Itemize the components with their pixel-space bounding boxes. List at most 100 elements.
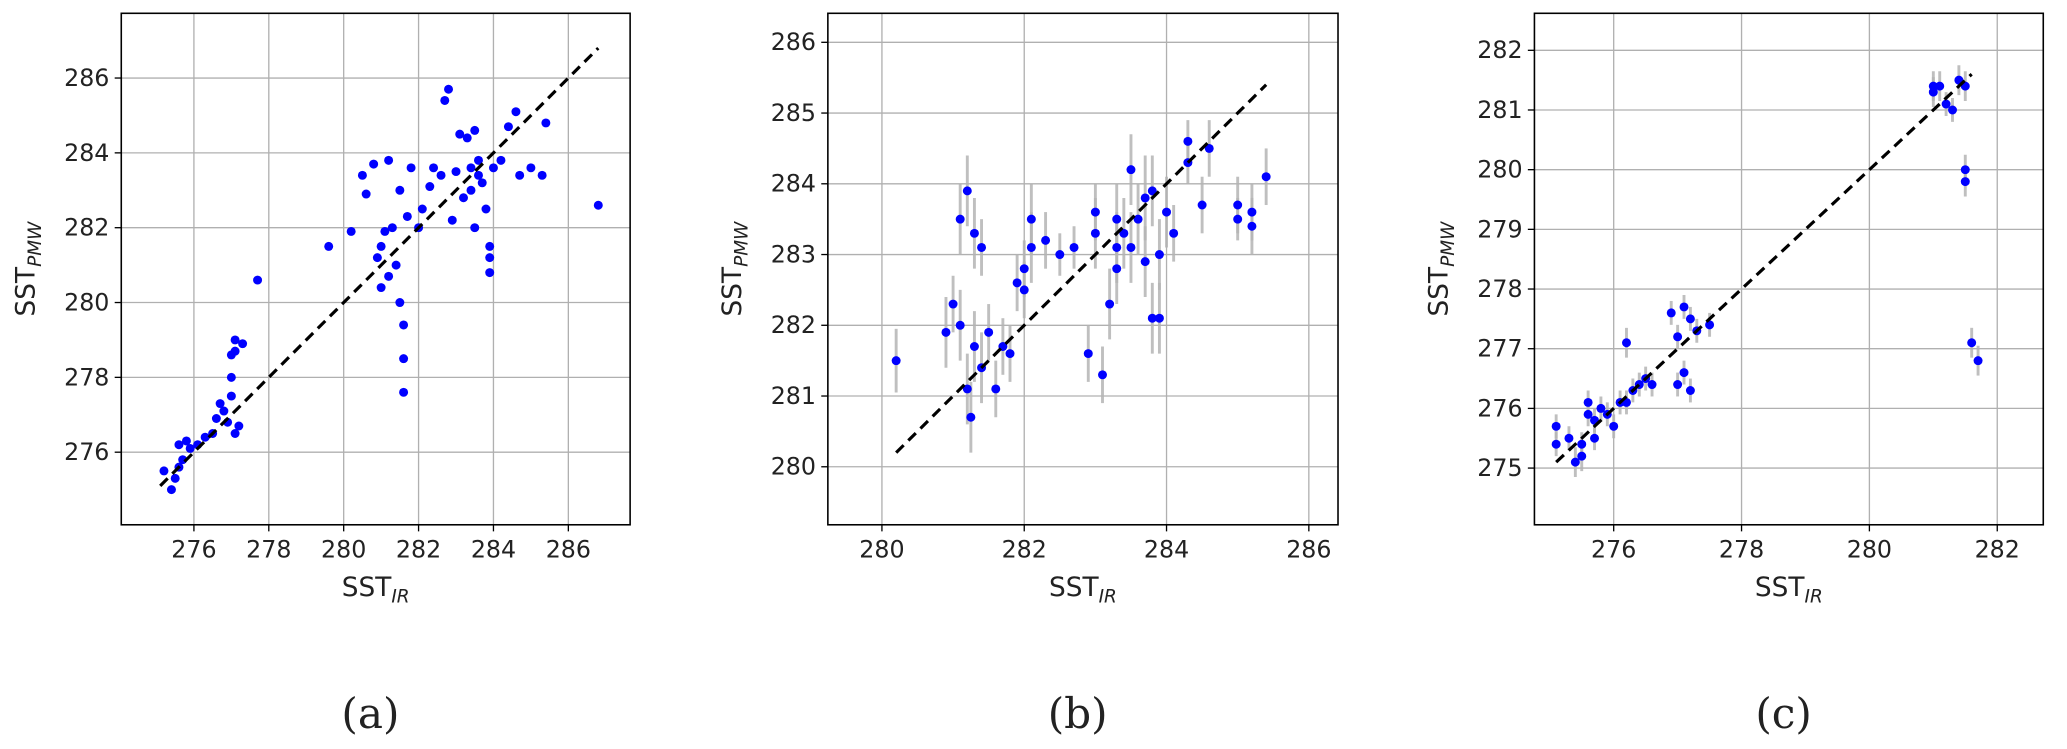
- x-axis-label-sub: IR: [1805, 587, 1823, 608]
- x-axis-label-sub: IR: [391, 587, 409, 608]
- y-tick-label: 281: [771, 382, 816, 410]
- point: [1590, 433, 1600, 443]
- y-tick-label: 283: [771, 240, 816, 268]
- caption: (a): [341, 689, 399, 738]
- point: [406, 163, 416, 173]
- point: [1647, 380, 1657, 390]
- axes-frame: [827, 12, 1339, 526]
- point: [425, 182, 435, 192]
- y-axis-label-sub: PMW: [731, 221, 752, 267]
- point: [436, 170, 446, 180]
- point: [969, 228, 979, 238]
- point: [200, 432, 210, 442]
- plot-area: [159, 46, 603, 495]
- point: [174, 440, 184, 450]
- point: [1154, 313, 1164, 323]
- point: [1583, 397, 1593, 407]
- point: [1112, 242, 1122, 252]
- point: [593, 200, 603, 210]
- point: [1183, 136, 1193, 146]
- point: [473, 170, 483, 180]
- point: [324, 241, 334, 251]
- y-tick-label: 282: [1477, 36, 1522, 64]
- point: [226, 372, 236, 382]
- point: [1197, 200, 1207, 210]
- point: [1119, 228, 1129, 238]
- point: [226, 391, 236, 401]
- point: [376, 241, 386, 251]
- point: [1147, 313, 1157, 323]
- point: [891, 356, 901, 366]
- y-tick-label: 284: [771, 170, 816, 198]
- y-tick-label: 276: [64, 438, 109, 466]
- point: [477, 178, 487, 188]
- plot-area: [891, 83, 1271, 454]
- point: [219, 406, 229, 416]
- point: [395, 298, 405, 308]
- y-tick-label: 275: [1477, 454, 1522, 482]
- point: [253, 275, 263, 285]
- point: [1154, 250, 1164, 260]
- point: [170, 473, 180, 483]
- point: [1577, 451, 1587, 461]
- point: [503, 122, 513, 132]
- point: [541, 118, 551, 128]
- y-tick-label: 278: [64, 363, 109, 391]
- point: [962, 384, 972, 394]
- point: [1960, 165, 1970, 175]
- x-tick-label: 284: [471, 536, 516, 564]
- point: [1247, 207, 1257, 217]
- point: [1935, 81, 1945, 91]
- point: [1162, 207, 1172, 217]
- point: [238, 339, 248, 349]
- point: [466, 185, 476, 195]
- point: [1673, 332, 1683, 342]
- y-axis-label-sub: PMW: [25, 221, 46, 267]
- point: [1026, 214, 1036, 224]
- point: [1055, 250, 1065, 260]
- point: [991, 384, 1001, 394]
- y-axis-label: SSTPMW: [718, 221, 753, 317]
- point: [1551, 439, 1561, 449]
- point: [1967, 338, 1977, 348]
- point: [1941, 99, 1951, 109]
- x-tick-label: 282: [1975, 536, 2020, 564]
- point: [1960, 177, 1970, 187]
- point: [1948, 105, 1957, 115]
- point: [1666, 308, 1676, 318]
- y-tick-label: 286: [771, 28, 816, 56]
- point: [1564, 433, 1574, 443]
- point: [1005, 349, 1015, 359]
- point: [211, 414, 221, 423]
- point: [159, 466, 169, 476]
- point: [399, 320, 409, 330]
- point: [1169, 228, 1179, 238]
- point: [481, 204, 491, 214]
- y-tick-label: 276: [1477, 394, 1522, 422]
- point: [1583, 409, 1593, 419]
- point: [962, 186, 972, 196]
- point: [1673, 380, 1683, 390]
- point: [1140, 257, 1150, 267]
- point: [1112, 214, 1122, 224]
- point: [215, 399, 225, 409]
- y-axis-label: SSTPMW: [11, 221, 46, 317]
- caption: (b): [1048, 689, 1108, 738]
- point: [1679, 368, 1689, 378]
- y-tick-label: 279: [1477, 215, 1522, 243]
- point: [948, 299, 958, 309]
- point: [1012, 278, 1022, 288]
- y-tick-label: 282: [64, 214, 109, 242]
- y-tick-label: 284: [64, 139, 109, 167]
- x-axis-label-main: SST: [1049, 573, 1099, 603]
- point: [230, 429, 240, 438]
- point: [473, 155, 483, 165]
- x-tick-label: 282: [396, 536, 441, 564]
- point: [369, 159, 379, 169]
- y-tick-label: 280: [1477, 156, 1522, 184]
- point: [955, 214, 965, 224]
- point: [380, 226, 390, 236]
- point: [459, 193, 468, 203]
